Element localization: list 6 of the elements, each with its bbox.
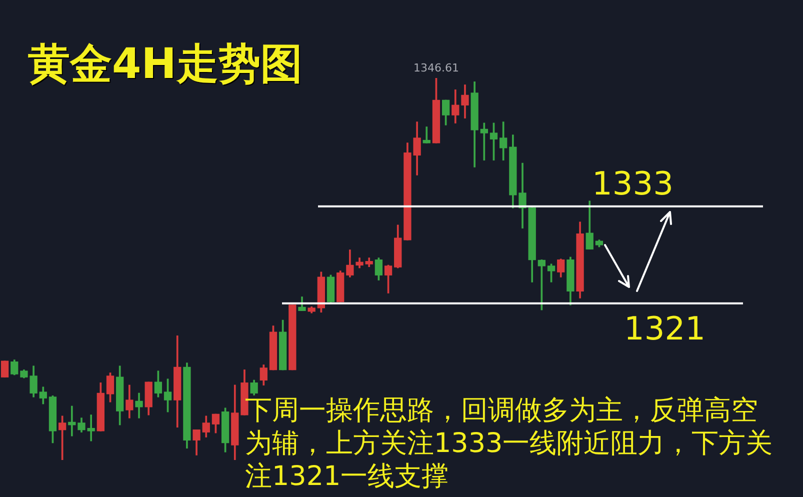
text: 1346.61 bbox=[413, 61, 459, 74]
candlestick bbox=[480, 122, 488, 160]
annotation: 1333 bbox=[592, 164, 674, 202]
chart-title: 黄金4H走势图 bbox=[28, 38, 302, 90]
annotation: 下周一操作思路，回调做多为主，反弹高空为辅，上方关注1333一线附近阻力，下方关注1321一线支撑 bbox=[245, 394, 774, 493]
annotation: 1321 bbox=[624, 309, 706, 348]
